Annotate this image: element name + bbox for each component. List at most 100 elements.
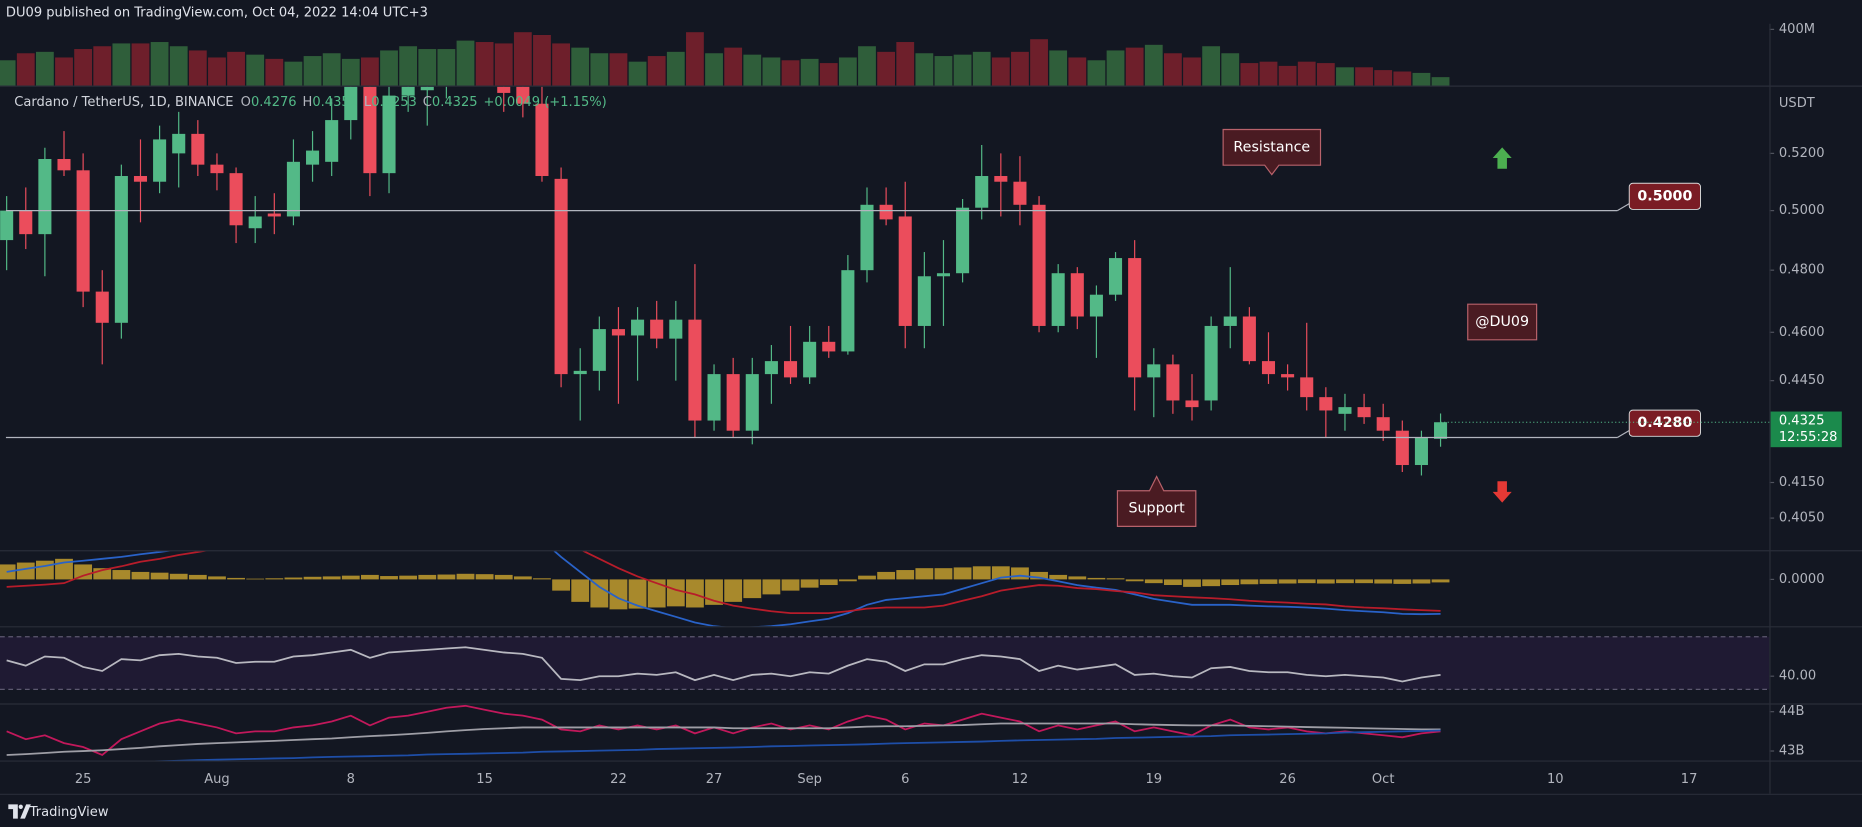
volume-bar (1163, 53, 1182, 86)
volume-bar (1431, 77, 1450, 86)
rsi-line (6, 646, 1441, 683)
volume-bar (494, 43, 513, 86)
volume-bar (380, 50, 398, 86)
volume-bar (1202, 46, 1221, 86)
macd-histogram-bar (150, 572, 169, 580)
macd-histogram-bar (456, 573, 475, 580)
candle-body (764, 361, 778, 375)
candle-body (1357, 407, 1371, 418)
volume-bar (819, 63, 838, 86)
volume-bar (513, 32, 532, 86)
candle-body (803, 341, 817, 378)
macd-histogram-bar (1431, 579, 1450, 583)
volume-bar (150, 42, 169, 86)
obv-pane (6, 704, 1441, 761)
volume-bar (1183, 57, 1201, 86)
candle-body (1013, 181, 1027, 205)
ohlc-value: 0.4253 (371, 95, 417, 110)
macd-histogram-bar (188, 574, 207, 580)
volume-bar (1087, 60, 1106, 86)
candle-body (956, 207, 970, 274)
candle-body (1338, 407, 1352, 414)
macd-histogram-bar (399, 575, 418, 580)
macd-histogram-bar (1412, 579, 1431, 584)
y-tick-label: 0.4600 (1779, 325, 1825, 340)
volume-bar (838, 57, 857, 86)
candle-body (554, 178, 568, 375)
volume-bar (74, 49, 93, 86)
arrow-down (1492, 481, 1512, 503)
volume-bar (972, 51, 991, 86)
candle-body (917, 276, 931, 326)
macd-histogram-bar (1163, 579, 1182, 586)
candle-body (726, 374, 740, 431)
volume-bar (1049, 50, 1068, 86)
annotation-text: Support (1128, 501, 1185, 517)
macd-histogram-bar (877, 571, 896, 580)
volume-bar (666, 51, 685, 86)
volume-bar (571, 47, 590, 86)
volume-bar (1011, 51, 1029, 86)
footer-brand: TradingView (29, 805, 109, 820)
candle-body (1051, 273, 1065, 326)
candle-body (688, 319, 702, 421)
macd-histogram-bar (743, 579, 762, 599)
macd-histogram-bar (303, 576, 322, 580)
footer-bar (0, 793, 1862, 827)
volume-bar (284, 61, 303, 86)
volume-bar (456, 40, 475, 86)
candle-body (1204, 325, 1218, 401)
x-tick-label: 15 (476, 772, 493, 787)
macd-histogram-bar (1316, 579, 1335, 584)
macd-histogram-bar (265, 578, 284, 580)
annotation-box (1222, 128, 1322, 176)
macd-histogram-bar (533, 578, 551, 580)
volume-bar (1412, 72, 1431, 86)
x-tick-label: Aug (204, 772, 229, 787)
x-tick-label: Oct (1372, 772, 1395, 787)
ohlc-label: O (241, 95, 251, 110)
volume-bar (934, 56, 953, 86)
candle-body (76, 170, 90, 292)
x-tick-label: 17 (1681, 772, 1698, 787)
candle-body (879, 204, 893, 220)
volume-bar (341, 58, 360, 86)
macd-histogram-bar (934, 568, 953, 580)
candle-body (1109, 258, 1123, 295)
volume-bar (533, 34, 551, 86)
candle-body (153, 139, 167, 182)
volume-bar (55, 57, 73, 86)
macd-histogram-bar (494, 574, 513, 580)
candle-body (325, 120, 339, 162)
candle-body (860, 204, 874, 271)
candle-body (822, 341, 836, 352)
rsi-band (0, 636, 1770, 690)
macd-pane (0, 551, 1450, 627)
volume-bar (112, 43, 131, 86)
macd-histogram-bar (1336, 579, 1354, 584)
volume-bar (169, 46, 188, 86)
volume-bar (1221, 53, 1240, 86)
volume-bar (762, 57, 781, 86)
y-tick-label: 0.4800 (1779, 263, 1825, 278)
candle-body (38, 159, 52, 235)
candle-body (631, 319, 645, 336)
volume-bar (1240, 63, 1259, 86)
candle-body (210, 164, 224, 174)
volume-bar (246, 54, 265, 86)
candle-body (497, 86, 511, 93)
annotation-box (1116, 475, 1197, 527)
macd-histogram-bar (1259, 579, 1278, 584)
volume-bar (93, 46, 112, 86)
x-tick-label: 12 (1012, 772, 1029, 787)
macd-histogram-bar (16, 562, 35, 580)
candle-body (1414, 437, 1428, 466)
candle-body (1242, 316, 1256, 362)
macd-histogram-bar (1049, 574, 1068, 580)
macd-histogram-bar (590, 579, 609, 608)
volume-bar (1259, 61, 1278, 86)
macd-histogram-bar (1221, 579, 1240, 586)
level-label: 0.4280 (1637, 415, 1692, 431)
macd-histogram-bar (1374, 579, 1393, 584)
